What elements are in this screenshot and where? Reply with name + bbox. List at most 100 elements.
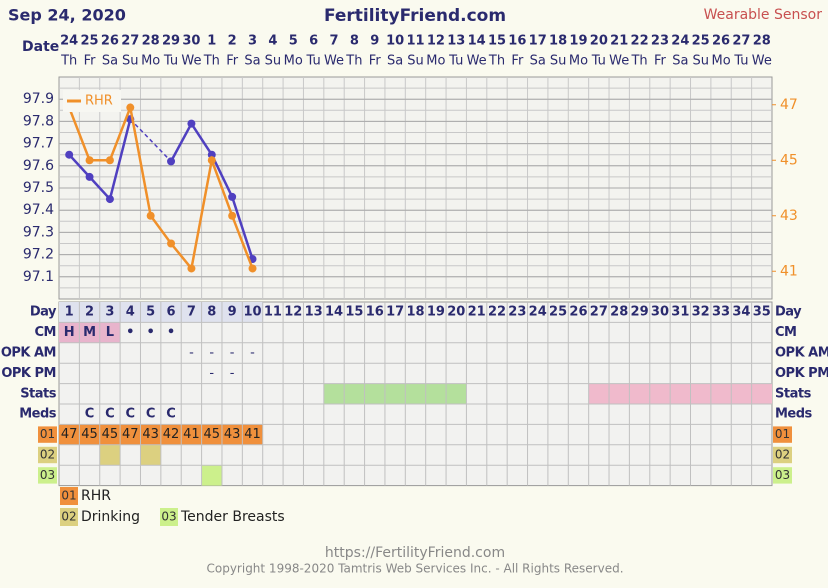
cell-text: 9	[228, 305, 237, 320]
y2-tick-label: 45	[780, 152, 798, 168]
cell-text: 24	[529, 305, 547, 320]
row-label: 01	[40, 427, 55, 441]
legend-text: Drinking	[81, 509, 140, 525]
cell-text: 16	[366, 305, 384, 320]
badge: Wearable Sensor	[704, 7, 823, 23]
cell-text: 22	[488, 305, 506, 320]
cell-text: 45	[204, 427, 221, 442]
chart-date: Sep 24, 2020	[8, 6, 126, 25]
cell-text: 42	[163, 427, 180, 442]
point	[85, 156, 94, 165]
cell-text: 18	[406, 305, 424, 320]
point	[105, 195, 114, 204]
cell-text: 27	[590, 305, 608, 320]
row-label-bg	[38, 426, 57, 443]
date-number: 22	[631, 34, 649, 49]
row-label: OPK AM	[1, 346, 56, 361]
legend-code: 02	[61, 510, 76, 524]
legend-label: RHR	[85, 94, 113, 109]
series-line	[68, 102, 254, 272]
cell-text: 7	[187, 305, 196, 320]
cell-text: -	[230, 366, 235, 381]
cell-text: -	[230, 346, 235, 361]
footer-url: https://FertilityFriend.com	[325, 545, 505, 561]
cell-fill	[588, 383, 772, 404]
cell-text: 45	[81, 427, 98, 442]
date-number: 6	[309, 34, 318, 49]
row-label-bg	[38, 467, 57, 484]
row-label-right: 02	[775, 448, 790, 462]
weekday: Su	[122, 54, 139, 69]
cell-fill	[59, 322, 121, 343]
legend-text: RHR	[81, 488, 111, 504]
cell-text: 43	[142, 427, 159, 442]
y-tick-label: 97.1	[23, 269, 54, 285]
legend-code-bg	[160, 508, 178, 526]
date-number: 5	[289, 34, 298, 49]
point	[167, 157, 176, 166]
legend-text: Tender Breasts	[180, 509, 285, 525]
y-tick-label: 97.8	[23, 113, 54, 129]
weekday: Sa	[530, 54, 546, 69]
cell-text: H	[64, 325, 75, 340]
cell-text: 33	[712, 305, 730, 320]
weekday: Tu	[448, 54, 463, 69]
cell-text: 21	[468, 305, 486, 320]
date-number: 7	[329, 34, 338, 49]
cell-text: 20	[447, 305, 465, 320]
cell-text: 47	[122, 427, 139, 442]
weekday: Su	[692, 54, 709, 69]
date-number: 8	[350, 34, 359, 49]
cell-text: 8	[207, 305, 216, 320]
series-line	[68, 118, 132, 202]
weekday: Sa	[244, 54, 260, 69]
weekday: Fr	[511, 54, 524, 69]
gap-bridge	[129, 118, 172, 162]
cell-text: 14	[325, 305, 343, 320]
cell-fill	[323, 383, 467, 404]
cell-text: C	[105, 407, 115, 422]
cell-text: C	[146, 407, 156, 422]
cell-text: 41	[183, 427, 200, 442]
cell-text: C	[126, 407, 136, 422]
row-label-right: Meds	[775, 407, 813, 422]
legend-code-bg	[60, 508, 78, 526]
date-number: 27	[121, 34, 139, 49]
row-label-right: OPK AM	[775, 346, 828, 361]
y2-tick-label: 47	[780, 97, 798, 113]
point	[187, 119, 196, 128]
row-label-bg	[38, 446, 57, 464]
cell-text: •	[126, 325, 134, 340]
date-number: 24	[671, 34, 689, 49]
weekday: Su	[265, 54, 282, 69]
row-label-right: 01	[775, 427, 790, 441]
site-title: FertilityFriend.com	[324, 6, 506, 26]
cell-text: 25	[549, 305, 567, 320]
date-number: 25	[81, 34, 99, 49]
point	[248, 264, 257, 273]
date-number: 26	[101, 34, 119, 49]
date-number: 9	[370, 34, 379, 49]
row-label: OPK PM	[1, 366, 56, 381]
date-number: 1	[207, 34, 216, 49]
weekday: We	[609, 54, 629, 69]
cell-text: -	[209, 366, 214, 381]
date-number: 2	[228, 34, 237, 49]
row-label: Day	[30, 305, 57, 320]
cell-text: C	[166, 407, 176, 422]
point	[228, 192, 237, 201]
date-number: 28	[753, 34, 771, 49]
weekday: Tu	[306, 54, 321, 69]
cell-text: 26	[569, 305, 587, 320]
row-label-right: Day	[775, 305, 802, 320]
row-label: 02	[40, 448, 55, 462]
weekday: Tu	[733, 54, 748, 69]
cell-text: 4	[126, 305, 135, 320]
cell-text: 28	[610, 305, 628, 320]
date-number: 28	[142, 34, 160, 49]
weekday: Th	[203, 54, 220, 69]
date-number: 4	[268, 34, 277, 49]
y-tick-label: 97.2	[23, 247, 54, 263]
